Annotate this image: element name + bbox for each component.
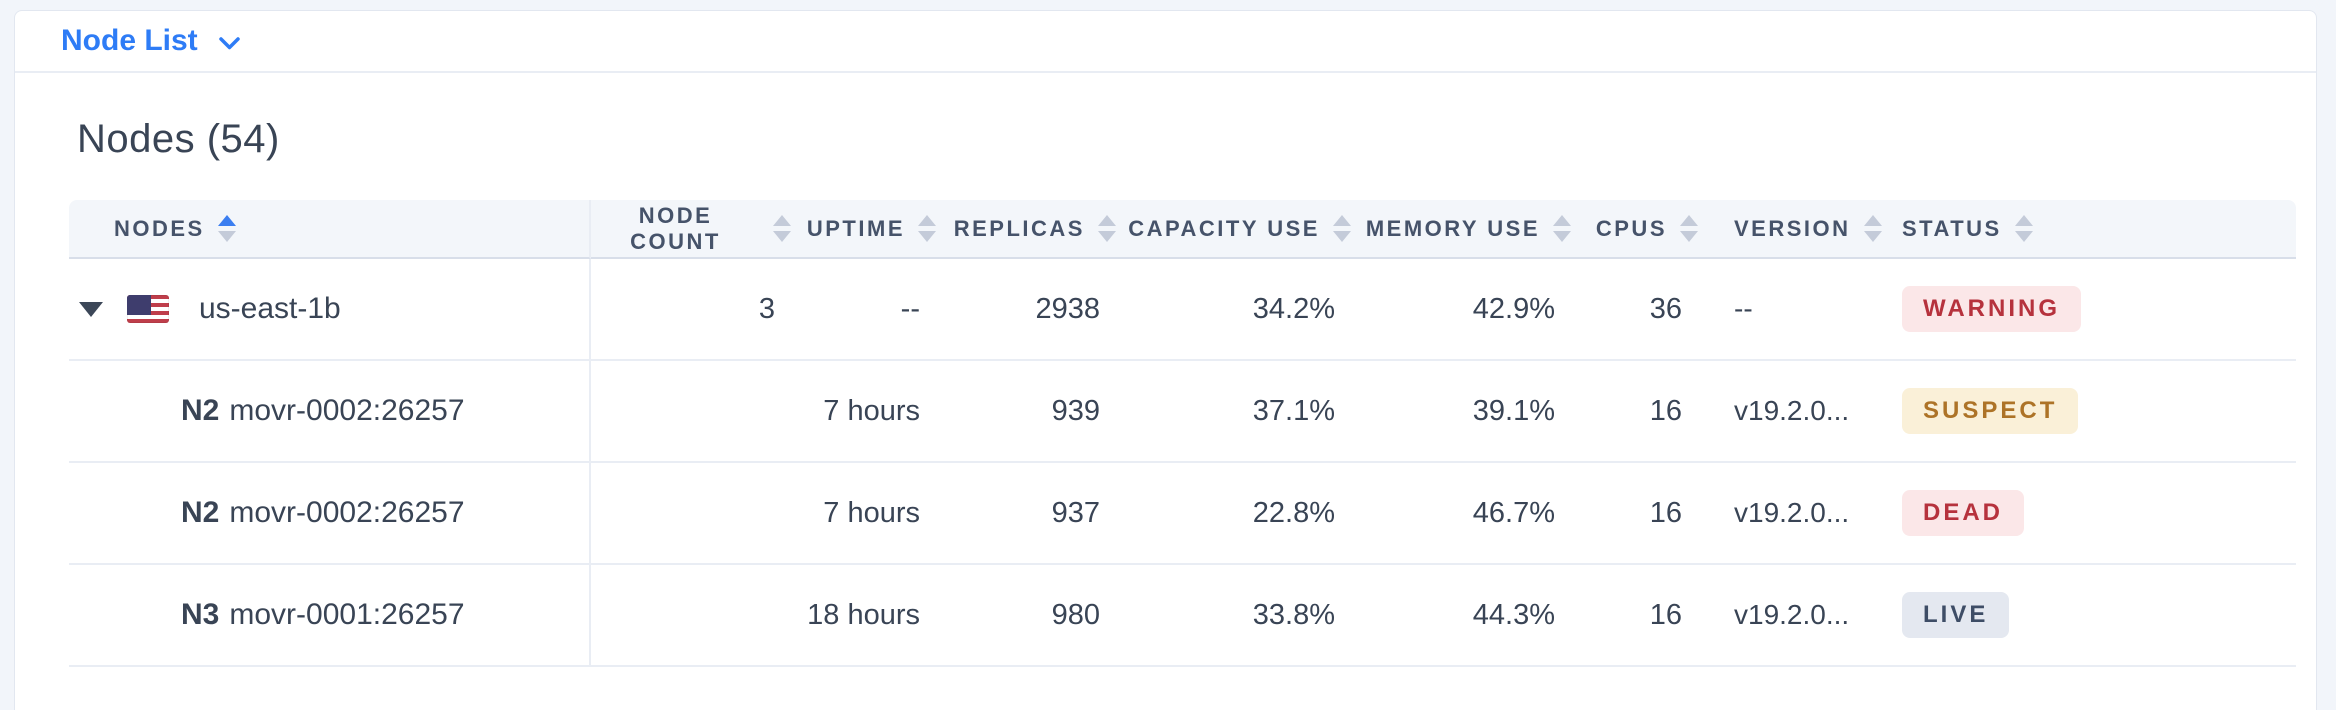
replicas-cell: 980	[936, 565, 1116, 667]
node-id: N2	[181, 496, 220, 529]
card-header: Node List	[15, 11, 2316, 73]
node-count-cell	[591, 565, 791, 667]
column-header-version[interactable]: VERSION	[1698, 200, 1888, 259]
node-row[interactable]: N2 movr-0002:26257 7 hours 939 37.1% 39.1…	[69, 361, 2296, 463]
version-cell: --	[1698, 259, 1888, 361]
sort-icon[interactable]	[1333, 215, 1351, 242]
node-id: N3	[181, 598, 220, 631]
column-header-replicas[interactable]: REPLICAS	[936, 200, 1116, 259]
sort-icon[interactable]	[1098, 215, 1116, 242]
memory-use-cell: 42.9%	[1351, 259, 1571, 361]
column-header-uptime[interactable]: UPTIME	[791, 200, 936, 259]
memory-use-cell: 44.3%	[1351, 565, 1571, 667]
sort-icon[interactable]	[217, 215, 236, 242]
chevron-down-icon	[218, 36, 240, 49]
memory-use-cell: 46.7%	[1351, 463, 1571, 565]
version-cell: v19.2.0...	[1698, 565, 1888, 667]
memory-use-cell: 39.1%	[1351, 361, 1571, 463]
node-address: movr-0002:26257	[229, 496, 465, 529]
node-count-cell: 3	[591, 259, 791, 361]
page-title: Nodes (54)	[77, 117, 280, 161]
sort-icon[interactable]	[2014, 215, 2033, 242]
cpus-cell: 16	[1571, 463, 1698, 565]
column-header-nodes[interactable]: NODES	[69, 200, 591, 259]
status-badge: SUSPECT	[1902, 388, 2079, 434]
replicas-cell: 2938	[936, 259, 1116, 361]
column-header-memory-use[interactable]: MEMORY USE	[1351, 200, 1571, 259]
column-header-capacity-use[interactable]: CAPACITY USE	[1116, 200, 1351, 259]
us-flag-icon	[127, 295, 169, 323]
capacity-use-cell: 37.1%	[1116, 361, 1351, 463]
region-row[interactable]: us-east-1b 3 -- 2938 34.2% 42.9% 36 -- W…	[69, 259, 2296, 361]
cpus-cell: 16	[1571, 361, 1698, 463]
uptime-cell: 7 hours	[791, 361, 936, 463]
node-count-cell	[591, 361, 791, 463]
collapse-caret-icon[interactable]	[79, 301, 103, 317]
column-header-node-count[interactable]: NODE COUNT	[591, 200, 791, 259]
uptime-cell: --	[791, 259, 936, 361]
sort-icon[interactable]	[1863, 215, 1882, 242]
node-row[interactable]: N2 movr-0002:26257 7 hours 937 22.8% 46.7…	[69, 463, 2296, 565]
node-address: movr-0001:26257	[229, 598, 465, 631]
cpus-cell: 36	[1571, 259, 1698, 361]
replicas-cell: 939	[936, 361, 1116, 463]
sort-icon[interactable]	[773, 215, 791, 242]
nodes-table: NODES NODE COUNT UPTIME	[69, 200, 2296, 667]
node-list-dropdown-label: Node List	[61, 24, 198, 57]
capacity-use-cell: 34.2%	[1116, 259, 1351, 361]
sort-icon[interactable]	[1553, 215, 1571, 242]
node-id: N2	[181, 394, 220, 427]
replicas-cell: 937	[936, 463, 1116, 565]
status-badge: LIVE	[1902, 592, 2010, 638]
version-cell: v19.2.0...	[1698, 463, 1888, 565]
node-count-cell	[591, 463, 791, 565]
uptime-cell: 7 hours	[791, 463, 936, 565]
table-header-row: NODES NODE COUNT UPTIME	[69, 200, 2296, 259]
uptime-cell: 18 hours	[791, 565, 936, 667]
status-badge: WARNING	[1902, 286, 2081, 332]
column-header-cpus[interactable]: CPUS	[1571, 200, 1698, 259]
cpus-cell: 16	[1571, 565, 1698, 667]
content-area: Nodes (54) NODES NODE	[15, 117, 2316, 667]
capacity-use-cell: 33.8%	[1116, 565, 1351, 667]
region-name: us-east-1b	[199, 292, 341, 325]
sort-icon[interactable]	[918, 215, 936, 242]
capacity-use-cell: 22.8%	[1116, 463, 1351, 565]
node-list-dropdown[interactable]: Node List	[61, 24, 241, 58]
node-list-card: Node List Nodes (54) NODES	[14, 10, 2317, 710]
node-row[interactable]: N3 movr-0001:26257 18 hours 980 33.8% 44.…	[69, 565, 2296, 667]
column-header-status[interactable]: STATUS	[1888, 200, 2296, 259]
version-cell: v19.2.0...	[1698, 361, 1888, 463]
node-address: movr-0002:26257	[229, 394, 465, 427]
sort-icon[interactable]	[1680, 215, 1698, 242]
status-badge: DEAD	[1902, 490, 2025, 536]
